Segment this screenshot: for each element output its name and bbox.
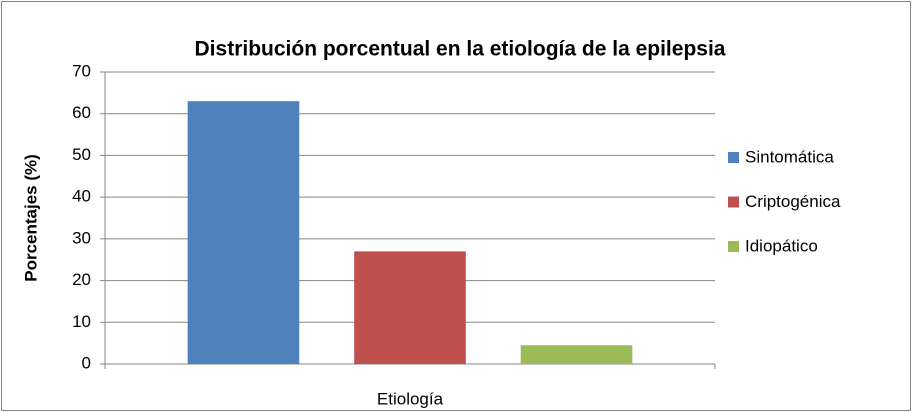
y-tick-label: 70 — [72, 61, 91, 80]
legend-label: Sintomática — [745, 147, 834, 166]
legend-label: Criptogénica — [745, 192, 841, 211]
bar — [187, 101, 300, 364]
y-tick-label: 10 — [72, 312, 91, 331]
y-tick-label: 40 — [72, 187, 91, 206]
legend-swatch — [728, 196, 739, 208]
legend-swatch — [728, 152, 739, 163]
legend-swatch — [728, 241, 739, 252]
y-tick-label: 20 — [72, 270, 91, 289]
legend-label: Idiopático — [745, 236, 818, 255]
y-axis-label: Porcentajes (%) — [21, 154, 40, 282]
y-tick-label: 60 — [72, 103, 91, 122]
y-tick-label: 30 — [72, 228, 91, 247]
x-tick-label: Etiología — [377, 389, 444, 408]
y-tick-label: 0 — [82, 353, 91, 372]
y-tick-label: 50 — [72, 145, 91, 164]
chart-title: Distribución porcentual en la etiología … — [195, 38, 726, 61]
bar — [520, 345, 633, 364]
bar — [354, 251, 466, 364]
